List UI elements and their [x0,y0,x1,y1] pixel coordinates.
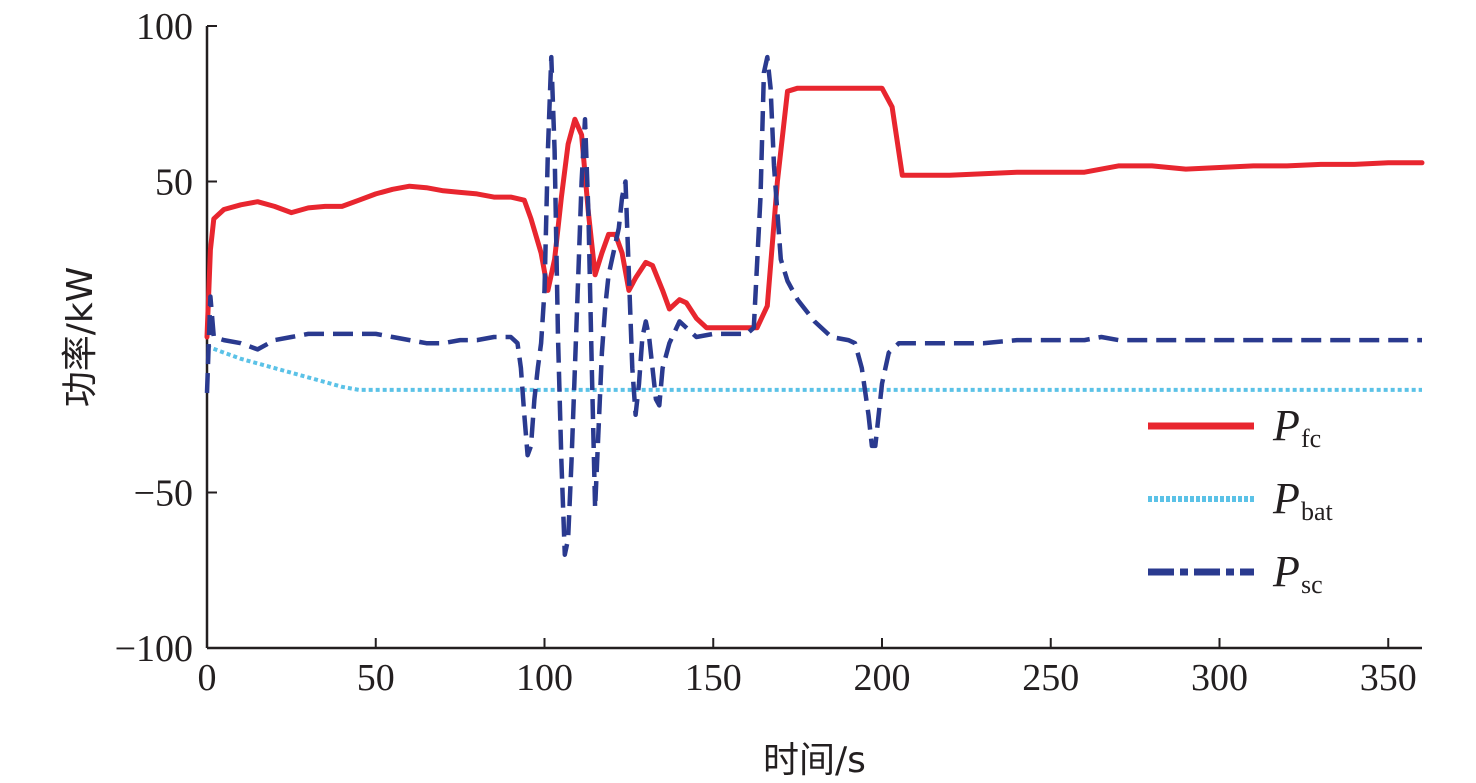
x-tick-label: 300 [1191,657,1248,699]
y-tick-label: −100 [115,628,193,670]
legend-subscript-bat: bat [1301,497,1334,526]
series-layer [204,54,1425,557]
axes: 0 50 100 150 200 250 300 350 100 50 −50 −100 [115,6,1422,699]
y-tick-label: 100 [136,6,193,48]
y-tick-label: 50 [155,162,193,204]
x-tick-label: 50 [357,657,395,699]
series-line-bat [206,344,1422,392]
x-tick-label: 200 [854,657,911,699]
x-tick-label: 350 [1360,657,1417,699]
series-line-sc [204,54,1422,557]
y-axis-title: 功率/kW [60,267,101,408]
x-tick-label: 150 [685,657,742,699]
legend-label-bat: P [1272,474,1300,523]
legend-label-fc: P [1272,401,1300,450]
series-line-fc [204,85,1425,340]
legend-subscript-sc: sc [1301,570,1323,599]
x-axis-title: 时间/s [763,740,866,781]
legend-label-sc: P [1272,547,1300,596]
x-tick-label: 250 [1022,657,1079,699]
legend-subscript-fc: fc [1301,424,1321,453]
y-tick-label: −50 [134,473,193,515]
x-tick-label: 100 [516,657,573,699]
x-tick-label: 0 [198,657,217,699]
